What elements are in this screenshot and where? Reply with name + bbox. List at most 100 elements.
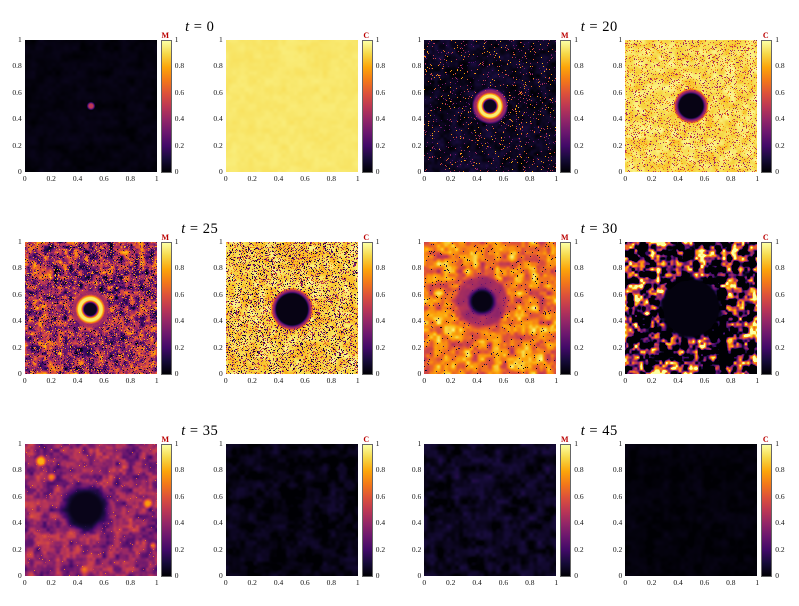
plot-area: 0 0.2 0.4 0.6 0.8 1: [623, 241, 759, 386]
plot-area: 0 0.2 0.4 0.6 0.8 1: [224, 443, 360, 588]
tick-label: 1: [574, 236, 578, 246]
tick-label: 0.4: [673, 577, 683, 587]
tick-label: 1: [219, 34, 223, 44]
tick-label: 0: [22, 375, 27, 385]
tick-label: 0.2: [375, 342, 386, 352]
tick-label: 0.2: [12, 342, 22, 352]
tick-label: 0: [223, 173, 228, 183]
tick-label: 0.8: [174, 465, 185, 475]
plot-m-t30: 0 0.2 0.4 0.6 0.8 1 0 0.2 0.4 0.6 0.8 1 M 0 0.2 0.4 0…: [406, 233, 591, 386]
tick-label: 0: [375, 570, 380, 580]
tick-label: 0.8: [12, 465, 22, 475]
x-axis-tick-labels: 0 0.2 0.4 0.6 0.8 1: [22, 172, 159, 184]
plot-area: 0 0.2 0.4 0.6 0.8 1: [23, 443, 159, 588]
tick-label: 0.4: [411, 517, 422, 527]
tick-label: 0.4: [411, 315, 422, 325]
plot-area: 0 0.2 0.4 0.6 0.8 1: [422, 39, 558, 184]
tick-label: 0.2: [213, 544, 223, 554]
tick-label: 0.2: [213, 140, 223, 150]
tick-label: 0.2: [12, 140, 22, 150]
tick-label: 0.4: [472, 577, 482, 587]
tick-label: 1: [174, 34, 179, 44]
colorbar-tick-labels: 0 0.2 0.4 0.6 0.8 1: [571, 440, 591, 579]
panel-group-t35: t = 35 0 0.2 0.4 0.6 0.8 1 0 0.2 0.4 0.6 0.8 1 M 0…: [0, 404, 400, 606]
tick-label: 0.6: [699, 577, 710, 587]
heatmap-canvas-m-t35: [24, 443, 157, 576]
tick-label: 0.8: [574, 61, 584, 71]
tick-label: 0.2: [46, 577, 56, 587]
tick-label: 0.8: [726, 173, 736, 183]
tick-label: 0: [623, 375, 628, 385]
tick-label: 0.4: [775, 517, 785, 527]
x-axis-tick-labels: 0 0.2 0.4 0.6 0.8 1: [224, 576, 360, 588]
tick-label: 1: [417, 34, 422, 44]
tick-label: 0.2: [46, 173, 56, 183]
heatmap-canvas-c-t0: [225, 39, 358, 172]
panel-pair: 0 0.2 0.4 0.6 0.8 1 0 0.2 0.4 0.6 0.8 1 M 0 0.2 0.4 0…: [7, 233, 393, 386]
title-value: = 35: [185, 422, 219, 439]
tick-label: 0.2: [213, 342, 223, 352]
tick-label: 0.2: [612, 342, 623, 352]
colorbar-tick-labels: 0 0.2 0.4 0.6 0.8 1: [772, 238, 792, 377]
colorbar-m-t25: M 0 0.2 0.4 0.6 0.8 1: [160, 233, 192, 377]
tick-label: 0.2: [646, 375, 657, 385]
colorbar-m-t35: M 0 0.2 0.4 0.6 0.8 1: [160, 435, 192, 579]
tick-label: 1: [574, 438, 578, 448]
tick-label: 0.8: [326, 173, 337, 183]
panel-title: t = 0: [185, 19, 214, 36]
tick-label: 0.6: [213, 289, 223, 299]
tick-label: 0: [22, 173, 27, 183]
panel-title: t = 25: [181, 221, 218, 238]
tick-label: 0.2: [46, 375, 56, 385]
tick-label: 0.8: [125, 577, 136, 587]
tick-label: 1: [618, 236, 623, 246]
tick-label: 0.2: [775, 544, 785, 554]
tick-label: 0.4: [72, 375, 83, 385]
plot-m-t25: 0 0.2 0.4 0.6 0.8 1 0 0.2 0.4 0.6 0.8 1 M 0 0.2 0.4 0…: [7, 233, 192, 386]
colorbar-gradient: [361, 443, 373, 577]
tick-label: 0: [18, 570, 22, 580]
tick-label: 0: [18, 368, 22, 378]
y-axis-tick-labels: 0 0.2 0.4 0.6 0.8 1: [406, 238, 424, 377]
colorbar-label: C: [762, 232, 769, 242]
x-axis-tick-labels: 0 0.2 0.4 0.6 0.8 1: [623, 576, 759, 588]
title-variable: t: [580, 220, 586, 237]
tick-label: 0.4: [174, 517, 185, 527]
y-axis-tick-labels: 0 0.2 0.4 0.6 0.8 1: [7, 440, 25, 579]
plot-area: 0 0.2 0.4 0.6 0.8 1: [623, 443, 759, 588]
heatmap-canvas-c-t35: [225, 443, 358, 576]
tick-label: 1: [18, 34, 22, 44]
plot-area: 0 0.2 0.4 0.6 0.8 1: [223, 39, 360, 184]
tick-label: 0.2: [646, 173, 657, 183]
panel-group-t30: t = 30 0 0.2 0.4 0.6 0.8 1 0 0.2 0.4 0.6 0.8 1 M 0…: [400, 202, 799, 404]
y-axis-tick-labels: 0 0.2 0.4 0.6 0.8 1: [406, 36, 424, 175]
colorbar-label: C: [363, 434, 370, 444]
tick-label: 0: [375, 166, 380, 176]
colorbar-m-t30: M 0 0.2 0.4 0.6 0.8 1: [560, 233, 591, 377]
tick-label: 0.2: [411, 342, 422, 352]
tick-label: 0.6: [300, 173, 310, 183]
tick-label: 0: [623, 577, 628, 587]
tick-label: 0.6: [174, 87, 185, 97]
tick-label: 0.8: [612, 465, 623, 475]
y-axis-tick-labels: 0 0.2 0.4 0.6 0.8 1: [607, 238, 625, 377]
tick-label: 0.2: [411, 544, 422, 554]
tick-label: 0.8: [326, 577, 337, 587]
panel-pair: 0 0.2 0.4 0.6 0.8 1 0 0.2 0.4 0.6 0.8 1 M 0 0.2 0.4 0…: [406, 435, 792, 588]
colorbar-gradient: [761, 241, 773, 375]
tick-label: 0.4: [612, 315, 623, 325]
tick-label: 0.2: [375, 140, 386, 150]
tick-label: 0: [422, 173, 427, 183]
tick-label: 0.6: [574, 491, 584, 501]
tick-label: 1: [174, 438, 179, 448]
tick-label: 0.8: [525, 577, 535, 587]
colorbar-label: C: [363, 30, 370, 40]
plot-m-t35: 0 0.2 0.4 0.6 0.8 1 0 0.2 0.4 0.6 0.8 1 M 0 0.2 0.4 0…: [7, 435, 192, 588]
tick-label: 0: [422, 577, 427, 587]
title-variable: t: [580, 422, 586, 439]
tick-label: 0.6: [498, 375, 509, 385]
tick-label: 0.6: [574, 289, 584, 299]
plot-c-t20: 0 0.2 0.4 0.6 0.8 1 0 0.2 0.4 0.6 0.8 1 C 0 0.2 0.4 0…: [607, 31, 792, 184]
tick-label: 0.4: [775, 315, 785, 325]
tick-label: 0.4: [375, 315, 386, 325]
